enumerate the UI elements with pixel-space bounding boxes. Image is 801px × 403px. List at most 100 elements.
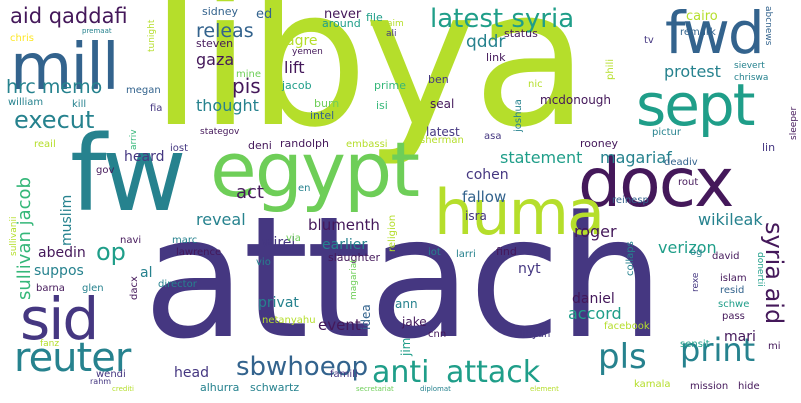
word-famili: famili <box>330 369 358 380</box>
word-cnn: cnn <box>428 329 447 340</box>
word-rooney: rooney <box>580 137 618 150</box>
word-sbwhoeop: sbwhoeop <box>236 352 369 382</box>
word-asa: asa <box>484 131 502 142</box>
word-event: event <box>318 316 361 334</box>
word-blumenth: blumenth <box>308 216 380 234</box>
word-print: print <box>680 331 756 369</box>
word-suppos: suppos <box>34 263 84 279</box>
word-dacx: dacx <box>129 276 140 300</box>
word-ed: ed <box>256 7 273 22</box>
word-barna: barna <box>36 283 65 294</box>
word-execut: execut <box>14 106 95 134</box>
word-wirel: wirel <box>262 235 296 251</box>
word-ben: ben <box>428 73 449 86</box>
word-anti: anti <box>372 355 430 390</box>
word-fallow: fallow <box>462 188 507 206</box>
word-marc: marc <box>172 235 198 246</box>
word-jacob: jacob <box>282 79 312 92</box>
word-heard: heard <box>124 149 165 165</box>
word-head: head <box>174 365 209 381</box>
word-hide: hide <box>738 381 760 392</box>
word-benaim: benaim <box>370 19 404 29</box>
word-premaat: premaat <box>82 27 112 35</box>
word-earlier: earlier <box>322 237 368 253</box>
word-randolph: randolph <box>280 137 329 150</box>
word-prime: prime <box>374 79 407 92</box>
word-mine: mine <box>236 69 262 80</box>
word-mi: mi <box>768 341 781 352</box>
word-seal: seal <box>430 97 455 111</box>
word-embassi: embassi <box>346 139 388 150</box>
word-sievert: sievert <box>734 61 765 71</box>
word-iost: iost <box>170 143 189 154</box>
word-magariaf: magariaf <box>600 148 672 167</box>
word-nyt: nyt <box>518 261 541 277</box>
word-ali: ali <box>386 29 397 39</box>
word-find: find <box>496 245 517 258</box>
word-isi: isi <box>376 99 388 112</box>
word-donertii: donertii <box>755 252 765 287</box>
word-daniel: daniel <box>572 291 615 307</box>
word-link: link <box>486 51 506 64</box>
word-fw: fw <box>70 113 187 235</box>
word-lin: lin <box>762 141 776 154</box>
word-libya: libya <box>150 0 589 169</box>
word-cohen: cohen <box>466 167 509 183</box>
word-reail: reail <box>34 139 56 150</box>
word-privat: privat <box>258 295 299 311</box>
word-agre: agre <box>286 33 318 49</box>
word-verizon: verizon <box>658 238 717 257</box>
word-religion: religion <box>387 214 398 252</box>
word-rout: rout <box>678 177 699 188</box>
word-attack: attack <box>446 355 541 390</box>
word-gaza: gaza <box>196 50 235 69</box>
word-collaps: collaps <box>625 241 636 276</box>
word-file: file <box>366 11 383 24</box>
word-diplomat: diplomat <box>420 385 451 393</box>
word-fwd: fwd <box>665 0 765 67</box>
word-reuter: reuter <box>14 335 131 381</box>
word-vio: vio <box>256 257 271 268</box>
word-idea: idea <box>359 304 373 330</box>
word-sidney: sidney <box>202 5 239 18</box>
word-director: director <box>158 279 197 290</box>
word-deni: deni <box>248 139 272 152</box>
word-crediti: crediti <box>112 385 134 393</box>
word-sept: sept <box>636 71 755 139</box>
word-schwe: schwe <box>718 299 750 310</box>
word-docx: docx <box>578 144 734 223</box>
word-tv: tv <box>644 35 654 46</box>
word-intel: intel <box>310 109 335 122</box>
word-arriv: arriv <box>129 129 139 150</box>
word-mari: mari <box>724 329 756 345</box>
word-ann: ann <box>395 297 418 311</box>
word-gov: gov <box>96 165 115 176</box>
word-burn: burn <box>314 97 340 110</box>
word-pictur: pictur <box>652 127 681 138</box>
word-sid: sid <box>20 285 99 353</box>
word-secretariat: secretariat <box>356 385 394 393</box>
word-jake: jake <box>402 315 427 329</box>
word-megan: megan <box>126 85 161 96</box>
word-syria-aid: syria aid <box>760 222 788 325</box>
word-hrc-memo: hrc memo <box>6 76 103 98</box>
word-schwartz: schwartz <box>250 381 300 394</box>
word-remark: remark <box>680 27 716 38</box>
word-slaughter: slaughter <box>328 251 381 264</box>
word-sleeper: sleeper <box>789 106 799 140</box>
word-reveal: reveal <box>196 210 246 229</box>
word-sensit: sensit <box>680 339 710 350</box>
word-via: via <box>286 233 301 244</box>
word-stategov: stategov <box>200 127 240 137</box>
word-attach: attach <box>143 180 664 376</box>
word-latest-syria: latest syria <box>430 4 575 34</box>
word-pis: pis <box>232 74 261 98</box>
word-roger: roger <box>574 222 617 241</box>
word-protest: protest <box>664 62 721 81</box>
word-lift: lift <box>284 58 305 77</box>
word-facebook: facebook <box>604 321 650 332</box>
word-resid: resid <box>720 285 745 296</box>
word-og: og <box>690 247 703 258</box>
word-fia: fia <box>150 103 163 114</box>
word-egypt: egypt <box>210 125 420 214</box>
